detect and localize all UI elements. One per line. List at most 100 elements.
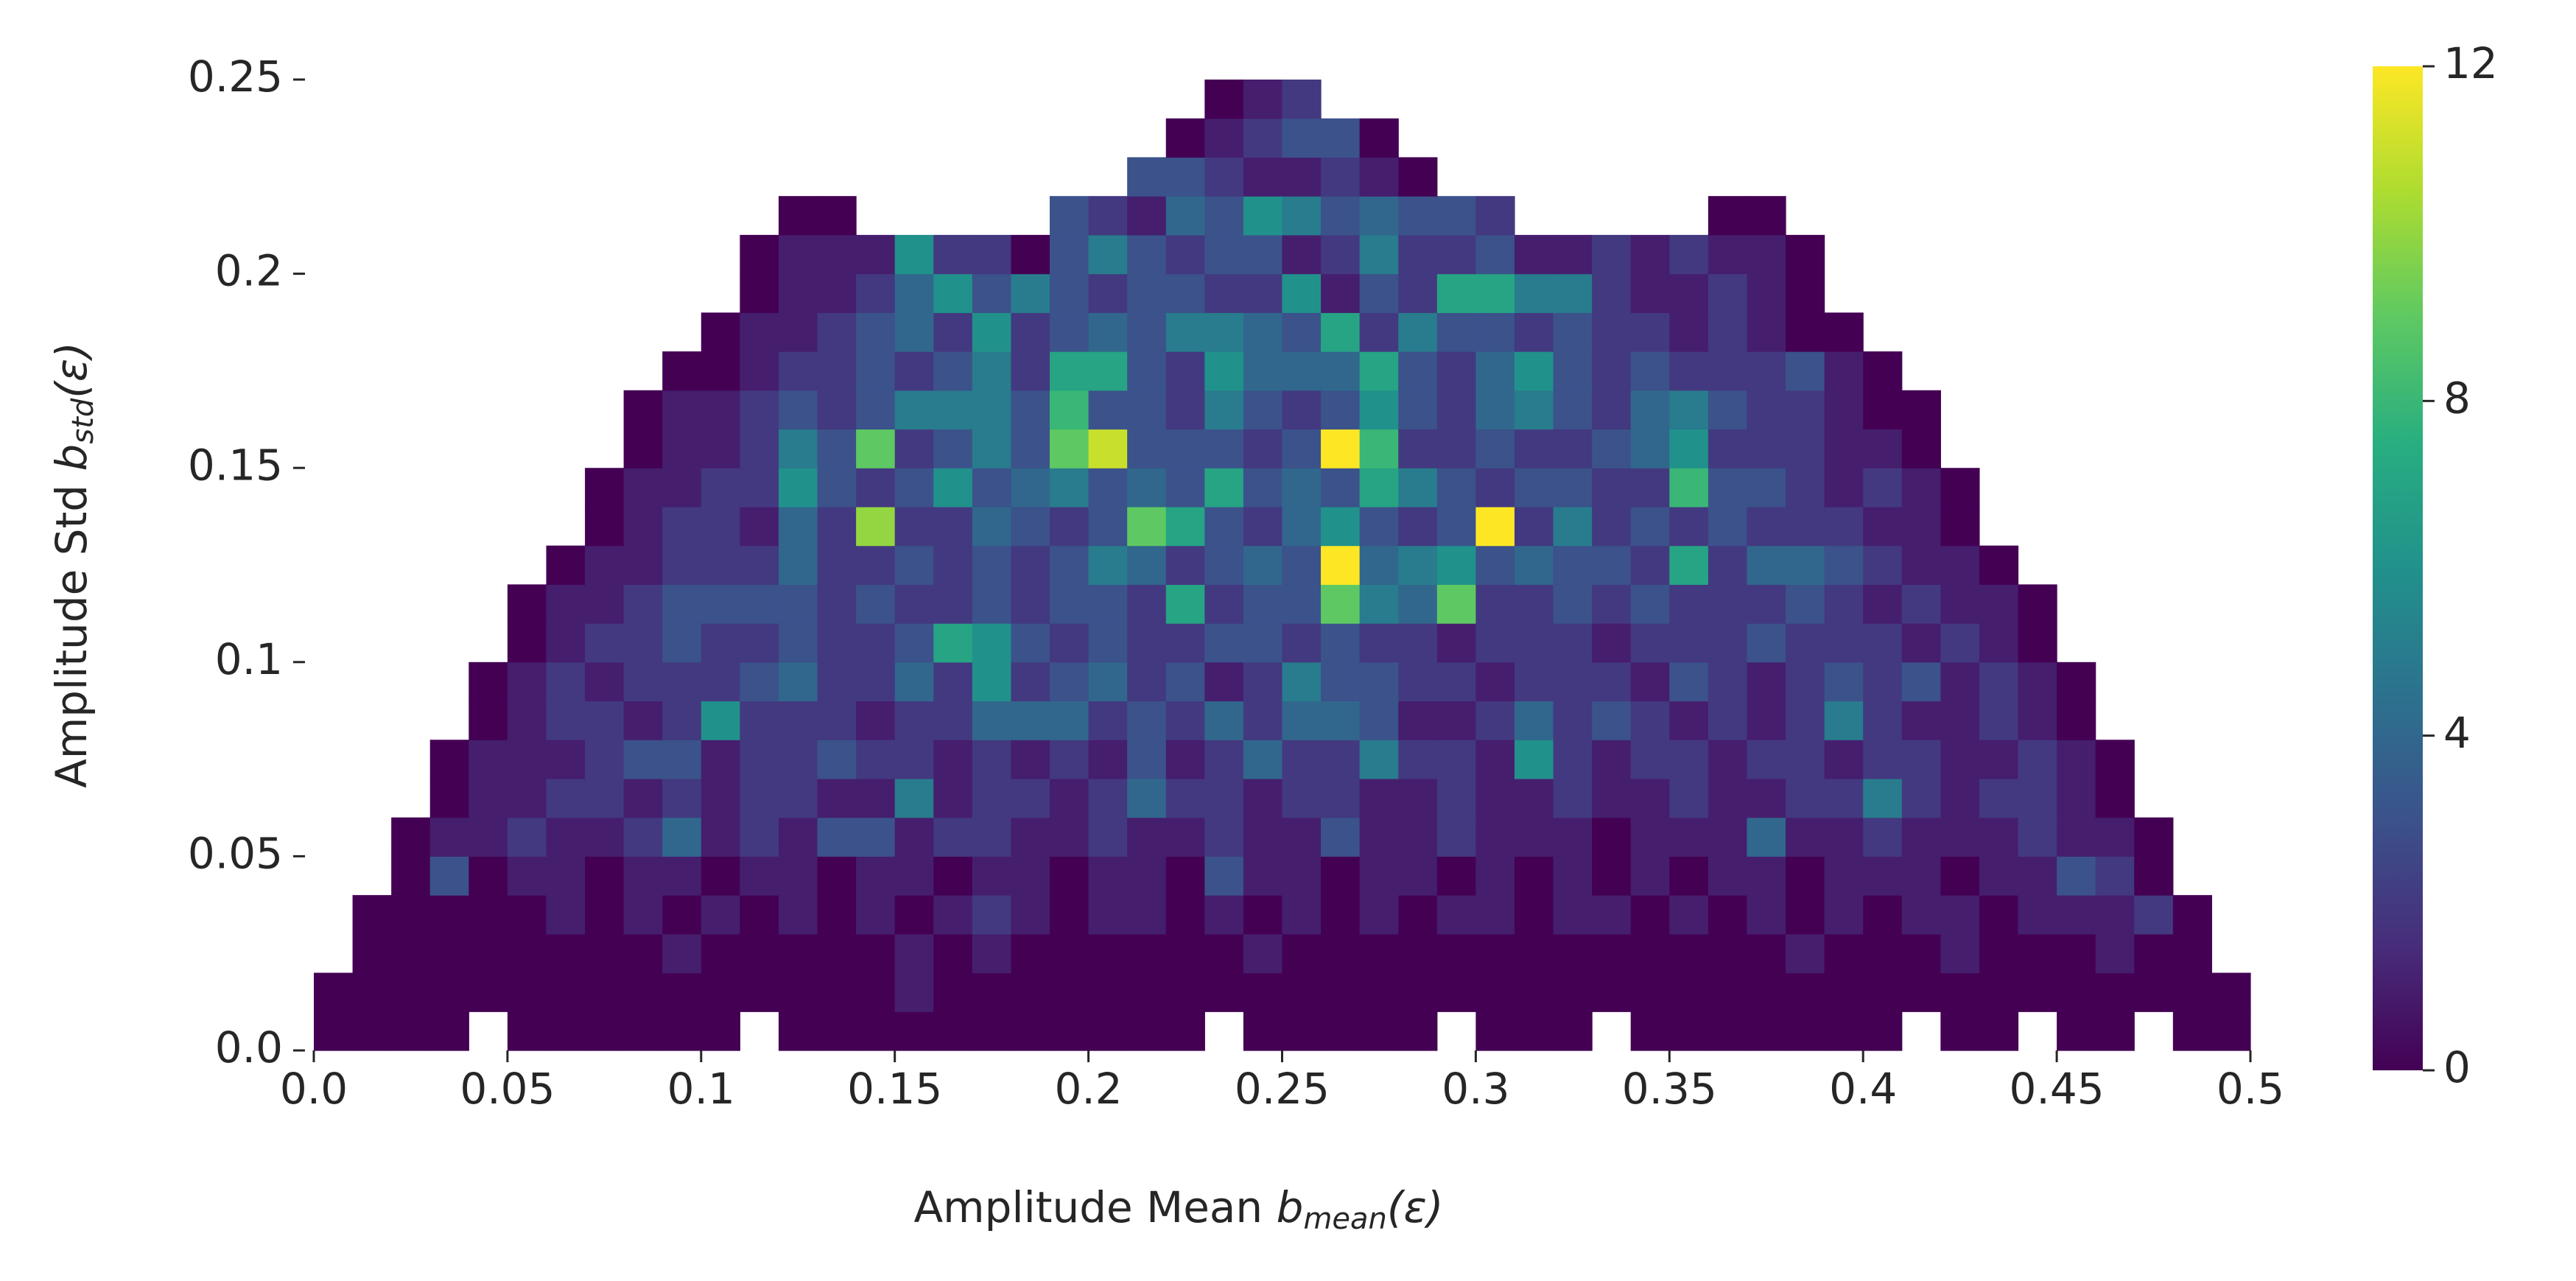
heatmap-cell [1901, 545, 1941, 585]
heatmap-cell [1708, 584, 1748, 624]
heatmap-cell [1747, 506, 1786, 547]
heatmap-cell [1282, 468, 1322, 508]
heatmap-cell [1321, 351, 1361, 391]
heatmap-cell [778, 390, 818, 430]
heatmap-cell [1940, 584, 1980, 624]
heatmap-cell [662, 584, 702, 624]
heatmap-cell [778, 429, 818, 468]
heatmap-cell [1243, 623, 1283, 663]
heatmap-cell [1901, 623, 1941, 663]
heatmap-cell [1863, 1011, 1903, 1051]
heatmap-cell [1436, 468, 1476, 508]
heatmap-cell [429, 1011, 469, 1051]
heatmap-cell [1553, 468, 1593, 508]
heatmap-cell [1165, 157, 1205, 197]
heatmap-cell [1786, 506, 1825, 547]
heatmap-cell [1243, 351, 1283, 391]
heatmap-cell [1514, 468, 1554, 508]
heatmap-cell [894, 661, 934, 702]
heatmap-cell [1630, 701, 1670, 740]
heatmap-cell [2057, 972, 2096, 1012]
heatmap-cell [1282, 273, 1322, 313]
heatmap-cell [1708, 623, 1748, 663]
heatmap-cell [1050, 701, 1089, 740]
heatmap-cell [1127, 157, 1167, 197]
heatmap-cell [1359, 506, 1399, 547]
heatmap-cell [623, 468, 663, 508]
heatmap-cell [507, 856, 547, 896]
heatmap-cell [933, 778, 973, 818]
heatmap-cell [546, 623, 586, 663]
heatmap-cell [1088, 584, 1128, 624]
heatmap-cell [1747, 933, 1786, 974]
heatmap-cell [585, 584, 625, 624]
heatmap-cell [1282, 506, 1322, 547]
heatmap-cell [2095, 817, 2135, 857]
heatmap-cell [623, 740, 663, 779]
heatmap-cell [1321, 817, 1361, 857]
heatmap-cell [856, 468, 896, 508]
heatmap-cell [1011, 856, 1050, 896]
heatmap-cell [1321, 661, 1361, 702]
heatmap-cell [2095, 895, 2135, 935]
heatmap-cell [391, 856, 431, 896]
heatmap-cell [546, 740, 586, 779]
heatmap-cell [1127, 312, 1167, 352]
heatmap-cell [1359, 661, 1399, 702]
heatmap-cell [1050, 312, 1089, 352]
heatmap-cell [546, 661, 586, 702]
x-tick-label: 0.0 [280, 1064, 348, 1114]
heatmap-cell [1050, 778, 1089, 818]
heatmap-cell [1321, 584, 1361, 624]
heatmap-cell [1553, 817, 1593, 857]
heatmap-cell [1243, 778, 1283, 818]
heatmap-cell [1708, 661, 1748, 702]
heatmap-cell [1204, 933, 1244, 974]
heatmap-cell [817, 468, 857, 508]
heatmap-cell [1824, 429, 1864, 468]
heatmap-cell [1359, 468, 1399, 508]
y-tick-label: 0.2 [215, 246, 283, 296]
heatmap-cell [1243, 273, 1283, 313]
heatmap-cell [972, 701, 1012, 740]
heatmap-cell [740, 661, 779, 702]
heatmap-cell [1359, 545, 1399, 585]
heatmap-cell [1282, 234, 1322, 275]
heatmap-cell [1165, 933, 1205, 974]
heatmap-cell [1786, 1011, 1825, 1051]
heatmap-cell [585, 661, 625, 702]
heatmap-cell [1708, 390, 1748, 430]
heatmap-cell [1359, 351, 1399, 391]
heatmap-cell [1669, 273, 1709, 313]
heatmap-cell [2095, 933, 2135, 974]
heatmap-cell [856, 351, 896, 391]
heatmap-cell [662, 429, 702, 468]
heatmap-cell [1127, 506, 1167, 547]
heatmap-cell [1204, 856, 1244, 896]
heatmap-cell [817, 623, 857, 663]
heatmap-cell [740, 817, 779, 857]
heatmap-cell [894, 584, 934, 624]
x-axis-label: Amplitude Mean bmean(ε) [914, 1182, 1444, 1236]
heatmap-cell [1436, 661, 1476, 702]
heatmap-cell [1630, 234, 1670, 275]
heatmap-cell [817, 390, 857, 430]
heatmap-cell [1592, 273, 1632, 313]
heatmap-cell [701, 584, 740, 624]
heatmap-cell [1514, 429, 1554, 468]
heatmap-cell [1630, 740, 1670, 779]
heatmap-cell [1979, 856, 2019, 896]
heatmap-cell [623, 623, 663, 663]
heatmap-cell [1011, 895, 1050, 935]
heatmap-cell [1553, 623, 1593, 663]
heatmap-cell [1708, 545, 1748, 585]
heatmap-cell [1786, 273, 1825, 313]
heatmap-cell [1553, 895, 1593, 935]
heatmap-cell [1165, 661, 1205, 702]
x-label-symbol: b [1277, 1182, 1304, 1232]
heatmap-cell [2057, 740, 2096, 779]
heatmap-cell [1553, 273, 1593, 313]
heatmap-cell [1514, 778, 1554, 818]
heatmap-cell [1824, 623, 1864, 663]
heatmap-cell [1979, 1011, 2019, 1051]
